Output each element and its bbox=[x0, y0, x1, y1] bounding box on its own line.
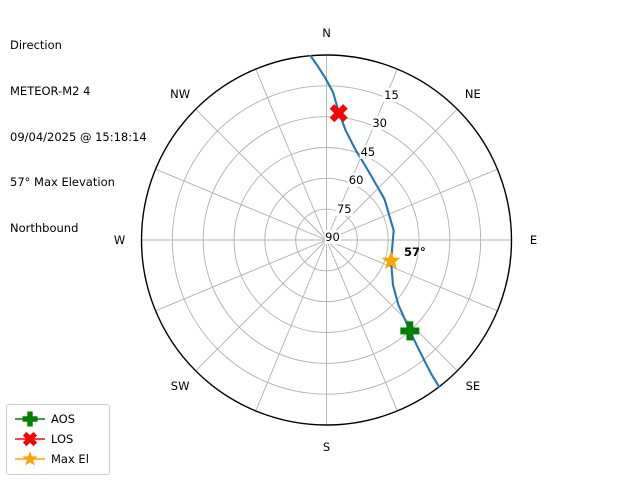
title-line-timestamp: 09/04/2025 @ 15:18:14 bbox=[10, 129, 147, 144]
compass-label-s: S bbox=[322, 440, 331, 454]
radial-tick-75: 75 bbox=[335, 201, 353, 216]
compass-label-se: SE bbox=[465, 379, 481, 394]
grid-spoke-337.5 bbox=[255, 68, 327, 241]
ground-track-line bbox=[309, 54, 441, 388]
compass-label-ne: NE bbox=[464, 86, 481, 101]
plus-marker-icon bbox=[13, 410, 47, 428]
grid-spoke-315 bbox=[195, 108, 327, 241]
horizon-circle bbox=[140, 54, 513, 426]
radial-tick-45: 45 bbox=[359, 144, 377, 159]
x-marker-icon bbox=[13, 430, 47, 448]
legend-label: Max El bbox=[51, 452, 89, 466]
radial-tick-60: 60 bbox=[347, 173, 365, 188]
compass-label-e: E bbox=[529, 233, 538, 247]
radial-tick-90: 90 bbox=[324, 230, 341, 244]
radial-tick-15: 15 bbox=[383, 87, 400, 102]
title-line-satellite: METEOR-M2 4 bbox=[10, 84, 91, 99]
marker-aos bbox=[400, 321, 420, 341]
title-line-max-elevation: 57° Max Elevation bbox=[10, 175, 115, 190]
title-line-heading: Northbound bbox=[10, 220, 79, 235]
marker-los bbox=[329, 104, 348, 123]
event-markers bbox=[329, 104, 420, 341]
grid-spoke-292.5 bbox=[155, 168, 327, 241]
chart-title-block: Direction METEOR-M2 4 09/04/2025 @ 15:18… bbox=[10, 8, 147, 266]
compass-label-sw: SW bbox=[170, 379, 190, 394]
compass-label-nw: NW bbox=[170, 86, 191, 101]
max-elevation-annotation: 57° bbox=[404, 244, 426, 259]
title-line-direction: Direction bbox=[10, 38, 62, 53]
grid-spoke-135 bbox=[326, 239, 458, 372]
star-marker-icon bbox=[13, 450, 47, 468]
polar-outline bbox=[140, 54, 513, 426]
legend-item-aos: AOS bbox=[13, 409, 103, 429]
marker-max-el bbox=[381, 250, 401, 270]
grid-spoke-225 bbox=[195, 239, 327, 372]
legend-label: LOS bbox=[51, 432, 74, 446]
grid-spoke-247.5 bbox=[155, 239, 327, 312]
legend-box: AOS LOS Max El bbox=[6, 404, 110, 475]
grid-spoke-157.5 bbox=[326, 239, 398, 412]
grid-spoke-67.5 bbox=[326, 168, 498, 241]
legend-item-max-el: Max El bbox=[13, 449, 103, 469]
grid-spoke-202.5 bbox=[255, 239, 327, 412]
compass-label-w: W bbox=[113, 233, 126, 247]
ground-track-path bbox=[309, 54, 441, 388]
legend-label: AOS bbox=[51, 412, 76, 426]
legend-item-los: LOS bbox=[13, 429, 103, 449]
grid-spoke-112.5 bbox=[326, 239, 498, 312]
compass-label-n: N bbox=[322, 26, 331, 40]
grid-spoke-45 bbox=[326, 108, 458, 241]
radial-tick-30: 30 bbox=[371, 116, 389, 131]
